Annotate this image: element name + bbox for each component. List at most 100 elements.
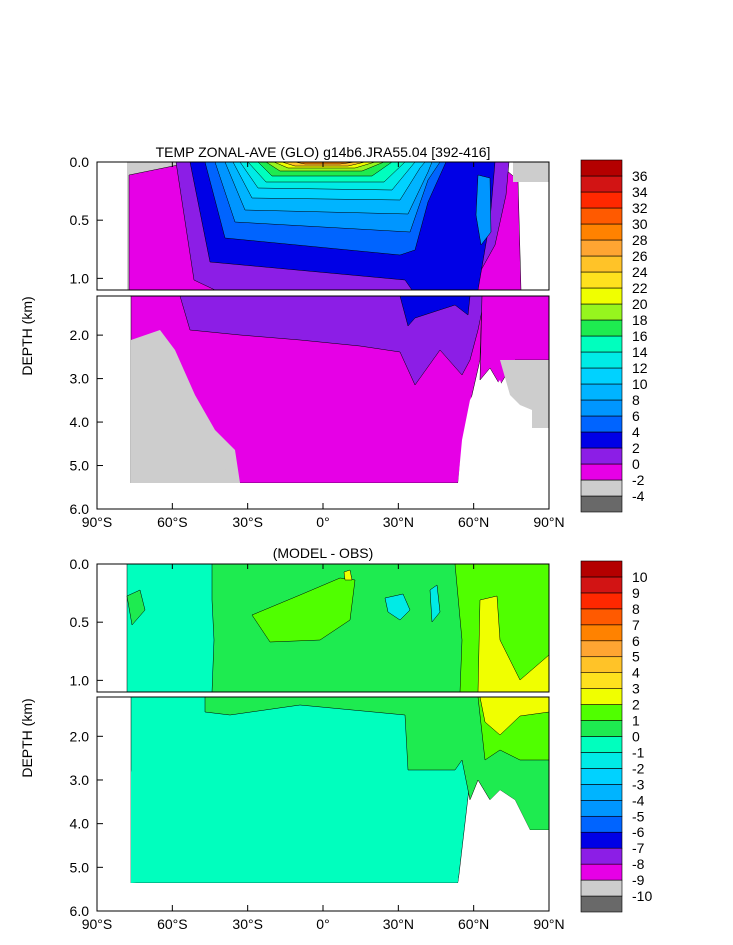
colorbar-label: -3 <box>632 776 645 792</box>
seafloor-bottom <box>131 483 458 509</box>
y-tick-label: 4.0 <box>70 414 90 430</box>
colorbar-swatch <box>580 592 623 610</box>
colorbar-label: -1 <box>632 744 645 760</box>
arctic-deep-blue-lobe <box>475 174 492 246</box>
colorbar-label: -10 <box>632 888 652 904</box>
colorbar-label: -6 <box>632 824 645 840</box>
colorbar-swatch <box>580 720 623 737</box>
colorbar-label: 24 <box>632 264 648 280</box>
colorbar-swatch <box>580 271 623 289</box>
difference-axes: 90°S 60°S 30°S 0° 30°N 60°N 90°N 0.0 0.5 1.0 2.0 3.… <box>70 556 565 932</box>
y-tick-label: 3.0 <box>70 772 90 788</box>
colorbar-swatch <box>580 736 623 753</box>
colorbar-swatch <box>580 223 623 241</box>
x-tick-label: 30°S <box>232 514 263 530</box>
colorbar-swatch <box>580 847 623 865</box>
difference-ylabel: DEPTH (km) <box>19 698 35 777</box>
colorbar-label: 28 <box>632 232 648 248</box>
seafloor-mid <box>225 455 240 483</box>
pos-blob <box>251 577 356 643</box>
colorbar-swatch <box>580 831 623 849</box>
temperature-axes: 90°S 60°S 30°S 0° 30°N 60°N 90°N 0.0 0.5 1.0 2.0 3.… <box>70 154 565 530</box>
colorbar-swatch <box>580 800 623 817</box>
colorbar-swatch <box>580 431 623 449</box>
colorbar-label: 22 <box>632 280 648 296</box>
two-to-three-deep <box>479 697 549 736</box>
colorbar-label: -2 <box>632 472 645 488</box>
colorbar-label: 6 <box>632 633 640 649</box>
y-tick-label: 0.0 <box>70 154 90 170</box>
colorbar-label: 32 <box>632 200 648 216</box>
colorbar-label: 9 <box>632 585 640 601</box>
colorbar-swatch <box>580 640 623 658</box>
y-tick-label: 4.0 <box>70 816 90 832</box>
difference-lower-field <box>97 697 549 911</box>
seafloor-bottom-deep <box>131 883 458 911</box>
small-yellow-spot <box>343 569 353 581</box>
colorbar-swatch <box>580 447 623 465</box>
y-tick-label: 3.0 <box>70 371 90 387</box>
neg-blob-1 <box>384 593 411 621</box>
x-tick-label: 60°N <box>458 916 489 932</box>
x-tick-label: 30°N <box>383 514 414 530</box>
colorbar-label: 10 <box>632 569 648 585</box>
colorbar-swatch <box>580 479 623 497</box>
colorbar-swatch <box>580 383 623 401</box>
colorbar-label: 26 <box>632 248 648 264</box>
neg-blob-2 <box>429 584 441 623</box>
colorbar-swatch <box>580 159 623 177</box>
colorbar-swatch <box>580 463 623 481</box>
x-tick-label: 90°N <box>533 514 564 530</box>
x-tick-label: 60°N <box>458 514 489 530</box>
y-tick-label: 0.5 <box>70 212 90 228</box>
colorbar-swatch <box>580 239 623 257</box>
colorbar-label: 1 <box>632 713 640 729</box>
colorbar-label: 0 <box>632 456 640 472</box>
south-edge <box>126 589 146 626</box>
difference-panel: (MODEL - OBS) 90°S 60°S 30°S 0° 30°N 60°N 9 <box>19 545 652 932</box>
x-tick-label: 30°S <box>232 916 263 932</box>
temperature-lower-field <box>97 296 549 509</box>
seafloor-south <box>131 330 240 483</box>
colorbar-label: 8 <box>632 392 640 408</box>
y-tick-label: 2.0 <box>70 728 90 744</box>
seafloor-north <box>458 380 549 509</box>
seafloor-north-deep <box>458 790 549 911</box>
y-tick-label: 6.0 <box>70 501 90 517</box>
colorbar-label: 36 <box>632 168 648 184</box>
colorbar-label: -8 <box>632 856 645 872</box>
colorbar-label: 12 <box>632 360 648 376</box>
colorbar-label: 3 <box>632 681 640 697</box>
colorbar-swatch <box>580 608 623 626</box>
colorbar-swatch <box>580 624 623 642</box>
colorbar-swatch <box>580 768 623 785</box>
y-tick-label: 5.0 <box>70 458 90 474</box>
colorbar-label: 10 <box>632 376 648 392</box>
temperature-panel: TEMP ZONAL-AVE (GLO) g14b6.JRA55.04 [392… <box>19 144 648 530</box>
two-to-three-region <box>477 595 549 692</box>
colorbar-label: 2 <box>632 697 640 713</box>
seafloor-arctic <box>500 360 549 428</box>
x-tick-label: 60°S <box>157 514 188 530</box>
colorbar-swatch <box>580 656 623 673</box>
colorbar-swatch <box>580 704 623 721</box>
x-tick-label: 0° <box>316 514 329 530</box>
colorbar-swatch <box>580 879 623 897</box>
colorbar-swatch <box>580 287 623 305</box>
y-tick-label: 5.0 <box>70 859 90 875</box>
colorbar-label: 7 <box>632 617 640 633</box>
four-plus-deep <box>399 296 471 327</box>
temperature-title: TEMP ZONAL-AVE (GLO) g14b6.JRA55.04 [392… <box>156 144 491 160</box>
difference-title: (MODEL - OBS) <box>273 545 374 561</box>
colorbar-label: -4 <box>632 792 645 808</box>
colorbar-label: 14 <box>632 344 648 360</box>
land-arctic <box>513 162 549 182</box>
x-tick-label: 90°S <box>82 916 113 932</box>
colorbar-swatch <box>580 576 623 594</box>
colorbar-swatch <box>580 495 623 513</box>
colorbar-label: 4 <box>632 665 640 681</box>
colorbar-swatch <box>580 319 623 337</box>
